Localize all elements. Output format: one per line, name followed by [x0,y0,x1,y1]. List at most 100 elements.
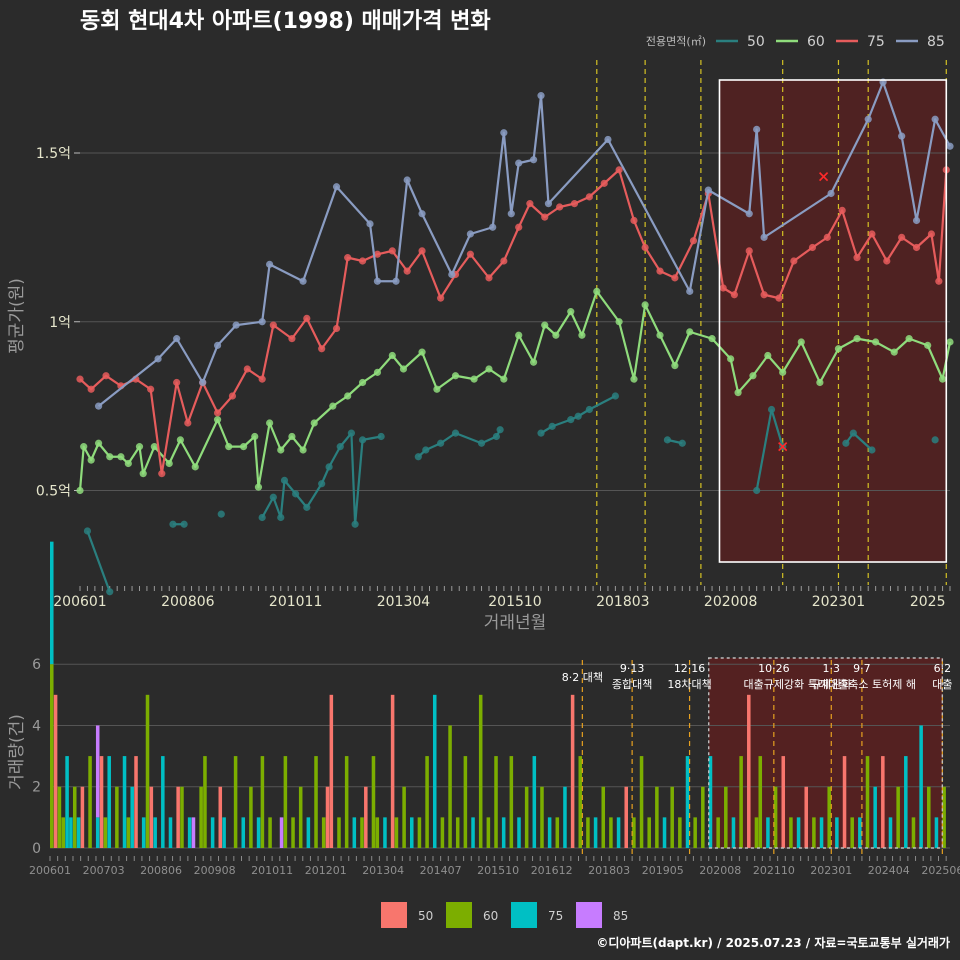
series-60-point [764,351,772,360]
x-tick-label: 201510 [488,594,541,610]
volume-bar-60 [249,786,253,848]
series-60-point [191,463,199,471]
series-85-point [466,230,474,238]
volume-bar-75 [934,817,939,848]
volume-x-tick-label: 200806 [140,864,182,877]
volume-legend-label-60: 60 [483,909,498,923]
series-60-line [78,290,952,491]
x-tick-label: 201304 [377,594,431,610]
series-50-point [292,490,300,498]
volume-y-tick-label: 6 [32,657,41,673]
series-60-point [641,301,649,309]
series-75-point [570,200,579,208]
policy-annotation: 규제완화 [811,678,851,691]
series-50-point [277,513,285,522]
series-85-point [515,159,523,167]
volume-x-tick-label: 201011 [251,864,293,877]
series-60-point [708,335,716,343]
volume-legend-label-75: 75 [548,909,563,923]
series-75-point [868,230,876,238]
volume-bar-75 [888,817,893,848]
series-60-point [418,348,426,356]
series-75-point [689,237,698,245]
series-50-point [280,476,289,484]
volume-bar-75 [65,756,69,848]
series-50-point [931,436,939,444]
series-75-point [344,254,352,262]
volume-bar-50 [804,786,808,848]
volume-bar-75 [50,541,54,665]
series-75-point [898,233,906,241]
series-85-point [898,132,906,140]
volume-bar-75 [731,817,736,848]
series-85-point [366,220,374,228]
volume-bar-60 [927,786,931,848]
series-60-point [165,459,173,468]
series-85-point [94,402,103,410]
volume-bar-60 [57,786,62,848]
volume-bar-75 [432,694,437,848]
volume-bar-60 [337,817,341,848]
volume-x-tick-label: 202008 [699,864,741,877]
series-75-point [258,375,266,383]
series-50-point [422,446,430,454]
series-75-point [158,470,166,478]
series-75-point [332,324,341,333]
series-50-point [325,463,333,471]
volume-bar-60 [609,817,613,848]
volume-bar-60 [233,756,238,848]
volume-bar-85 [279,817,284,848]
volume-bar-75 [241,817,246,848]
volume-bar-60 [72,786,77,848]
volume-bar-60 [283,756,288,848]
volume-bar-75 [130,786,134,848]
volume-bar-60 [126,817,131,848]
volume-bar-60 [298,786,303,848]
series-75-point [213,409,222,417]
volume-bar-60 [739,756,743,848]
legend-label-85: 85 [927,34,945,50]
volume-bar-50 [329,694,334,848]
volume-bar-60 [524,786,529,848]
series-85-point [392,277,400,285]
x-tick-label: 202301 [812,594,865,610]
series-75-point [541,213,549,221]
volume-bar-60 [344,756,349,848]
volume-bar-50 [390,694,395,848]
series-75-point [243,365,251,373]
volume-bar-75 [904,756,908,848]
legend-label-75: 75 [867,34,885,50]
volume-bar-50 [842,756,847,848]
series-60-point [106,453,114,461]
volume-x-tick-label: 200601 [29,864,71,877]
series-50-point [868,446,876,454]
series-85-point [332,183,341,191]
volume-bar-60 [758,756,763,848]
x-axis-title: 거래년월 [484,613,547,633]
volume-bar-50 [325,786,330,848]
series-60-point [251,432,259,441]
series-50-segment [588,395,616,411]
series-60-point [727,355,735,363]
volume-bar-60 [827,786,831,848]
volume-bar-60 [911,817,916,848]
volume-bar-75 [835,817,839,848]
volume-x-tick-label: 201612 [531,864,573,877]
volume-bar-60 [896,786,900,848]
highlight-frame [718,79,948,563]
volume-bar-60 [321,817,326,848]
volume-x-tick-label: 202404 [868,864,910,877]
volume-legend-label-85: 85 [613,909,628,923]
volume-bar-50 [149,786,154,848]
series-85-point [258,318,266,326]
series-50-segment [86,530,111,593]
series-85-point [299,277,307,285]
x-tick-label: 200601 [53,594,106,610]
series-60-point [734,389,742,397]
volume-x-tick-label: 201905 [642,864,684,877]
series-50-segment [852,432,873,451]
series-75-point [373,250,382,258]
series-75-point [102,372,110,380]
series-60-point [254,483,263,491]
series-60-point [344,392,352,400]
